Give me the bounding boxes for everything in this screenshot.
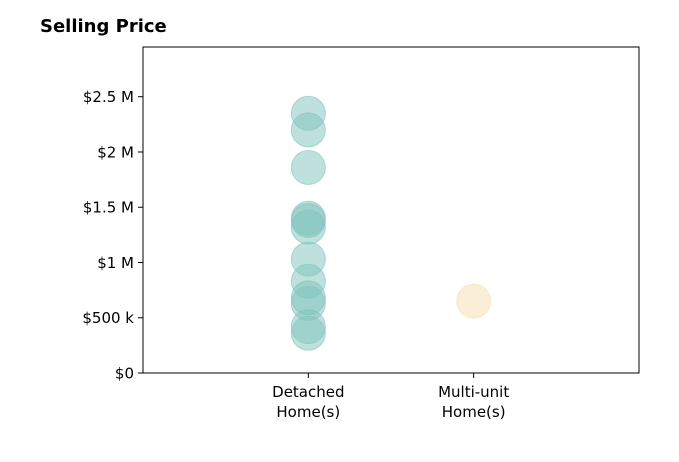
data-point — [456, 283, 492, 319]
plot-area-frame — [142, 46, 640, 374]
data-point — [290, 315, 326, 351]
x-axis: Detached Home(s) Multi-unit Home(s) — [272, 373, 509, 421]
y-axis: $0 $500 k $1 M $1.5 M $2 M $2.5 M — [82, 88, 143, 383]
chart-title: Selling Price — [40, 16, 167, 37]
y-tick-label: $2.5 M — [83, 88, 134, 106]
data-points — [290, 95, 492, 351]
data-point — [290, 209, 326, 245]
y-tick-label: $0 — [115, 365, 134, 383]
x-tick-label: Multi-unit Home(s) — [438, 383, 509, 421]
y-tick-label: $500 k — [82, 309, 134, 327]
y-tick-label: $1 M — [97, 254, 134, 272]
data-point — [290, 149, 326, 185]
y-tick-label: $1.5 M — [83, 199, 134, 217]
y-tick-label: $2 M — [97, 143, 134, 161]
data-point — [290, 112, 326, 148]
x-tick-label: Detached Home(s) — [272, 383, 344, 421]
